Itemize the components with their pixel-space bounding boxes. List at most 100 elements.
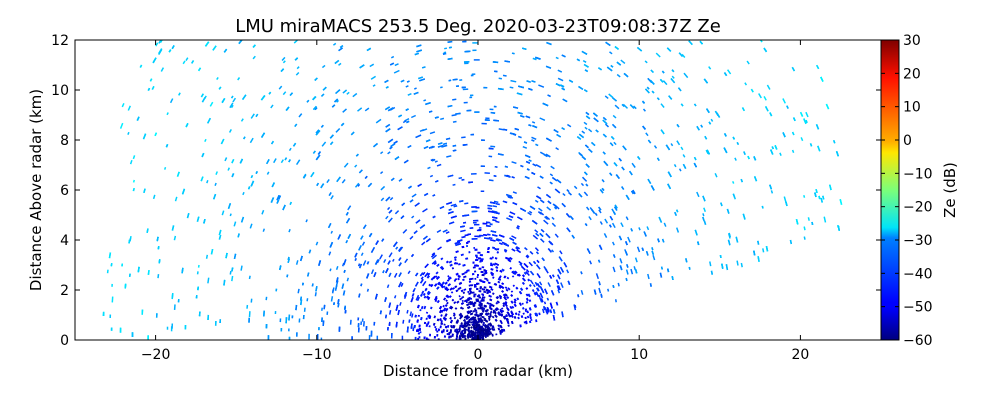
ze-gate [505, 193, 513, 198]
ze-gate [385, 268, 389, 274]
ze-gate [674, 211, 677, 216]
ze-gate [416, 49, 423, 53]
ze-gate [601, 187, 605, 191]
ze-gate [224, 157, 228, 162]
ze-gate [539, 292, 544, 299]
ze-gate [509, 211, 516, 215]
ze-gate [317, 151, 322, 155]
ze-gate [292, 142, 297, 147]
ze-gate [584, 126, 588, 130]
ze-gate [471, 330, 475, 334]
ze-gate [412, 289, 415, 293]
ze-gate [366, 288, 370, 292]
ze-gate [344, 305, 347, 310]
colorbar-tick-label: −40 [903, 266, 933, 282]
ze-gate [506, 296, 510, 299]
ze-gate [203, 218, 206, 224]
y-tick-label: 0 [60, 333, 69, 349]
ze-gate [420, 316, 423, 321]
ze-gate [638, 227, 641, 231]
ze-gate [668, 95, 673, 100]
ze-gate [393, 295, 397, 299]
ze-gate [252, 44, 256, 48]
ze-gate [468, 289, 472, 292]
ze-gate [329, 134, 334, 139]
ze-gate [427, 166, 431, 170]
ze-gate [255, 113, 259, 118]
ze-gate [460, 331, 463, 334]
ze-gate [595, 273, 600, 280]
ze-gate [490, 268, 494, 271]
ze-gate [417, 304, 420, 309]
ze-gate [385, 86, 389, 89]
ze-gate [359, 263, 363, 269]
ze-gate [354, 182, 360, 188]
ze-gate [666, 47, 672, 52]
ze-gate [397, 309, 400, 316]
ze-gate [658, 216, 663, 223]
ze-gate [702, 216, 705, 221]
ze-gate [494, 283, 498, 286]
ze-gate [516, 92, 523, 96]
ze-gate [792, 117, 796, 122]
ze-gate [460, 302, 464, 305]
ze-gate [200, 93, 204, 98]
ze-gate [315, 130, 321, 136]
ze-gate [411, 313, 414, 318]
ze-gate [461, 245, 465, 249]
ze-gate [538, 312, 541, 316]
ze-gate [495, 301, 499, 305]
ze-gate [494, 314, 498, 318]
ze-gate [492, 219, 497, 222]
ze-gate [510, 294, 514, 297]
ze-gate [518, 260, 523, 265]
ze-gate [800, 137, 804, 142]
ze-gate [395, 321, 398, 327]
ze-gate [598, 287, 602, 294]
ze-gate [266, 159, 270, 165]
ze-gate [528, 159, 532, 162]
ze-gate [158, 259, 161, 264]
ze-gate [320, 93, 325, 97]
ze-gate [522, 145, 528, 149]
ze-gate [494, 308, 498, 312]
ze-gate [643, 231, 647, 237]
ze-gate [519, 324, 522, 328]
ze-gate [641, 100, 646, 104]
ze-gate [450, 291, 454, 294]
ze-gate [431, 158, 436, 162]
ze-gate [432, 215, 436, 219]
ze-gate [529, 313, 532, 316]
ze-gate [462, 325, 466, 329]
ze-gate [557, 285, 561, 291]
colorbar-tick-label: 10 [903, 100, 921, 116]
ze-gate [583, 191, 589, 197]
ze-gate [287, 258, 291, 264]
ze-gate [425, 287, 428, 291]
ze-gate [649, 79, 655, 85]
ze-gate [488, 318, 491, 321]
ze-gate [485, 289, 489, 292]
colorbar-tick-label: 30 [903, 33, 921, 49]
ze-gate [429, 174, 434, 178]
ze-gate [516, 226, 520, 230]
ze-gate [362, 260, 367, 266]
ze-gate [483, 286, 487, 289]
ze-gate [545, 65, 552, 69]
ze-gate [443, 297, 447, 301]
ze-gate [524, 308, 528, 311]
ze-gate [445, 238, 451, 242]
ze-gate [647, 178, 652, 184]
ze-gate [443, 307, 447, 311]
ze-gate [667, 171, 672, 178]
ze-gate [335, 266, 339, 271]
ze-gate [394, 210, 400, 215]
ze-gate [458, 330, 461, 333]
ze-gate [312, 95, 317, 101]
ze-gate [609, 224, 612, 228]
ze-gate [536, 273, 541, 279]
ze-gate [466, 314, 469, 318]
ze-gate [512, 284, 516, 288]
ze-gate [585, 183, 589, 187]
ze-gate [554, 233, 559, 238]
